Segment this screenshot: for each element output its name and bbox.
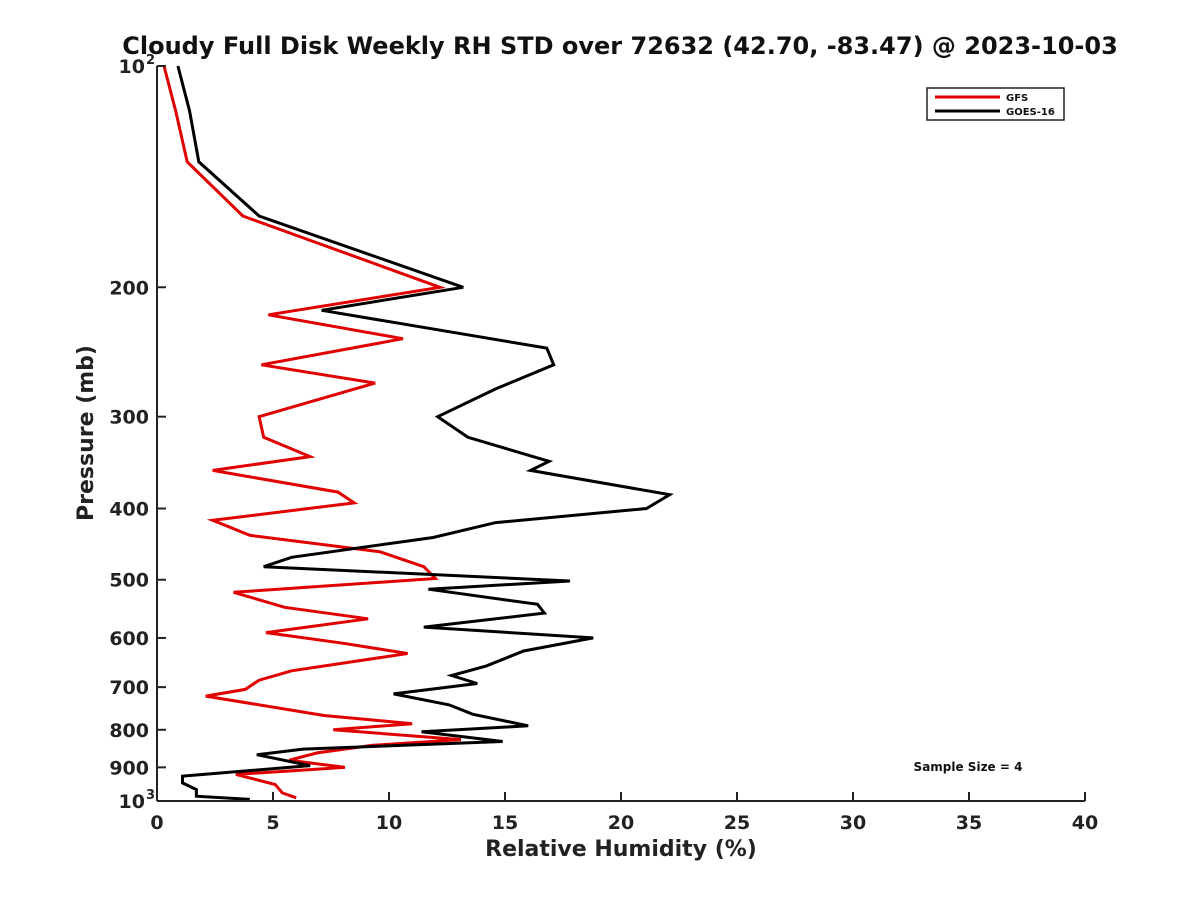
y-tick-label: 200 — [109, 277, 149, 299]
y-tick-label: 700 — [109, 677, 149, 699]
y-tick-label: 800 — [109, 720, 149, 742]
y-axis-label: Pressure (mb) — [74, 345, 99, 521]
x-tick-label: 25 — [724, 812, 750, 834]
x-tick-label: 40 — [1072, 812, 1098, 834]
legend: GFS GOES-16 — [926, 87, 1065, 121]
y-tick-label: 10 — [119, 791, 145, 813]
x-tick-label: 10 — [376, 812, 402, 834]
series-line-gfs — [162, 65, 462, 800]
y-tick-label: 10 — [119, 56, 145, 78]
x-ticks: 0 5 10 15 20 25 30 35 40 — [150, 792, 1098, 834]
y-tick-label: 300 — [109, 407, 149, 429]
y-tick-label: 500 — [109, 570, 149, 592]
series-line-goes-16 — [176, 65, 674, 801]
x-tick-label: 0 — [150, 812, 163, 834]
y-tick-label: 400 — [109, 499, 149, 521]
plot-frame — [157, 66, 1085, 801]
y-tick-label: 900 — [109, 757, 149, 779]
x-tick-label: 35 — [956, 812, 982, 834]
legend-label-gfs: GFS — [1006, 93, 1028, 104]
sample-size-annotation: Sample Size = 4 — [914, 760, 1023, 774]
legend-label-goes-16: GOES-16 — [1006, 107, 1055, 118]
x-tick-label: 20 — [608, 812, 634, 834]
x-axis-label: Relative Humidity (%) — [485, 837, 757, 862]
x-tick-label: 5 — [266, 812, 279, 834]
legend-box — [926, 87, 1065, 121]
y-tick-label: 600 — [109, 628, 149, 650]
chart-title: Cloudy Full Disk Weekly RH STD over 7263… — [122, 32, 1118, 60]
y-tick-label-exponent: 3 — [146, 788, 155, 803]
x-tick-label: 30 — [840, 812, 866, 834]
plot-lines — [162, 65, 674, 801]
y-tick-label-exponent: 2 — [146, 53, 155, 68]
x-tick-label: 15 — [492, 812, 518, 834]
